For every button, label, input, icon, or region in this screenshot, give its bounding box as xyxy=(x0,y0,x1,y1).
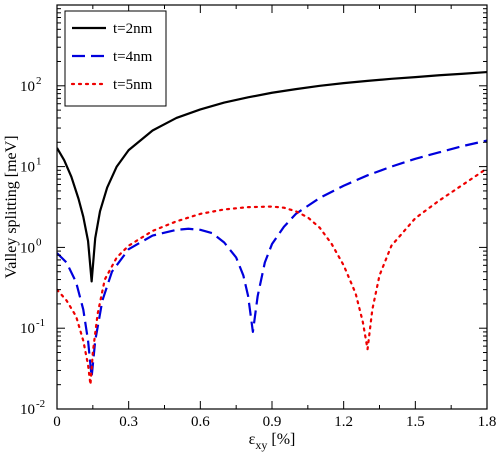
x-axis-subscript: xy xyxy=(255,438,267,452)
legend-box xyxy=(64,10,167,107)
series-line-2 xyxy=(57,139,487,378)
series-line-3 xyxy=(57,167,487,386)
y-tick-exponent: 1 xyxy=(36,156,42,168)
x-tick-label: 0.9 xyxy=(263,414,282,430)
x-tick-label: 0.6 xyxy=(191,414,210,430)
x-axis-unit: [%] xyxy=(271,431,295,448)
x-tick-label: 1.2 xyxy=(334,414,353,430)
x-tick-label: 0.3 xyxy=(119,414,138,430)
x-tick-label: 1.8 xyxy=(478,414,497,430)
y-tick-exponent: 2 xyxy=(36,75,42,87)
y-axis-title: Valley splitting [meV] xyxy=(3,135,20,278)
x-axis-symbol: ε xyxy=(249,431,256,448)
x-axis-title: εxy [%] xyxy=(249,431,296,452)
legend-label-3: t=5nm xyxy=(113,77,153,93)
x-tick-label: 1.5 xyxy=(406,414,425,430)
legend: t=2nm t=4nm t=5nm xyxy=(64,10,167,107)
y-tick-exponent: -2 xyxy=(36,398,45,410)
legend-label-2: t=4nm xyxy=(113,49,153,65)
series-layer xyxy=(57,70,487,386)
ticks-layer xyxy=(56,5,488,410)
x-tick-label: 0 xyxy=(53,414,61,430)
legend-label-1: t=2nm xyxy=(113,21,153,37)
y-tick-exponent: -1 xyxy=(36,317,45,329)
series-line-1 xyxy=(57,70,487,283)
y-tick-exponent: 0 xyxy=(36,236,42,248)
